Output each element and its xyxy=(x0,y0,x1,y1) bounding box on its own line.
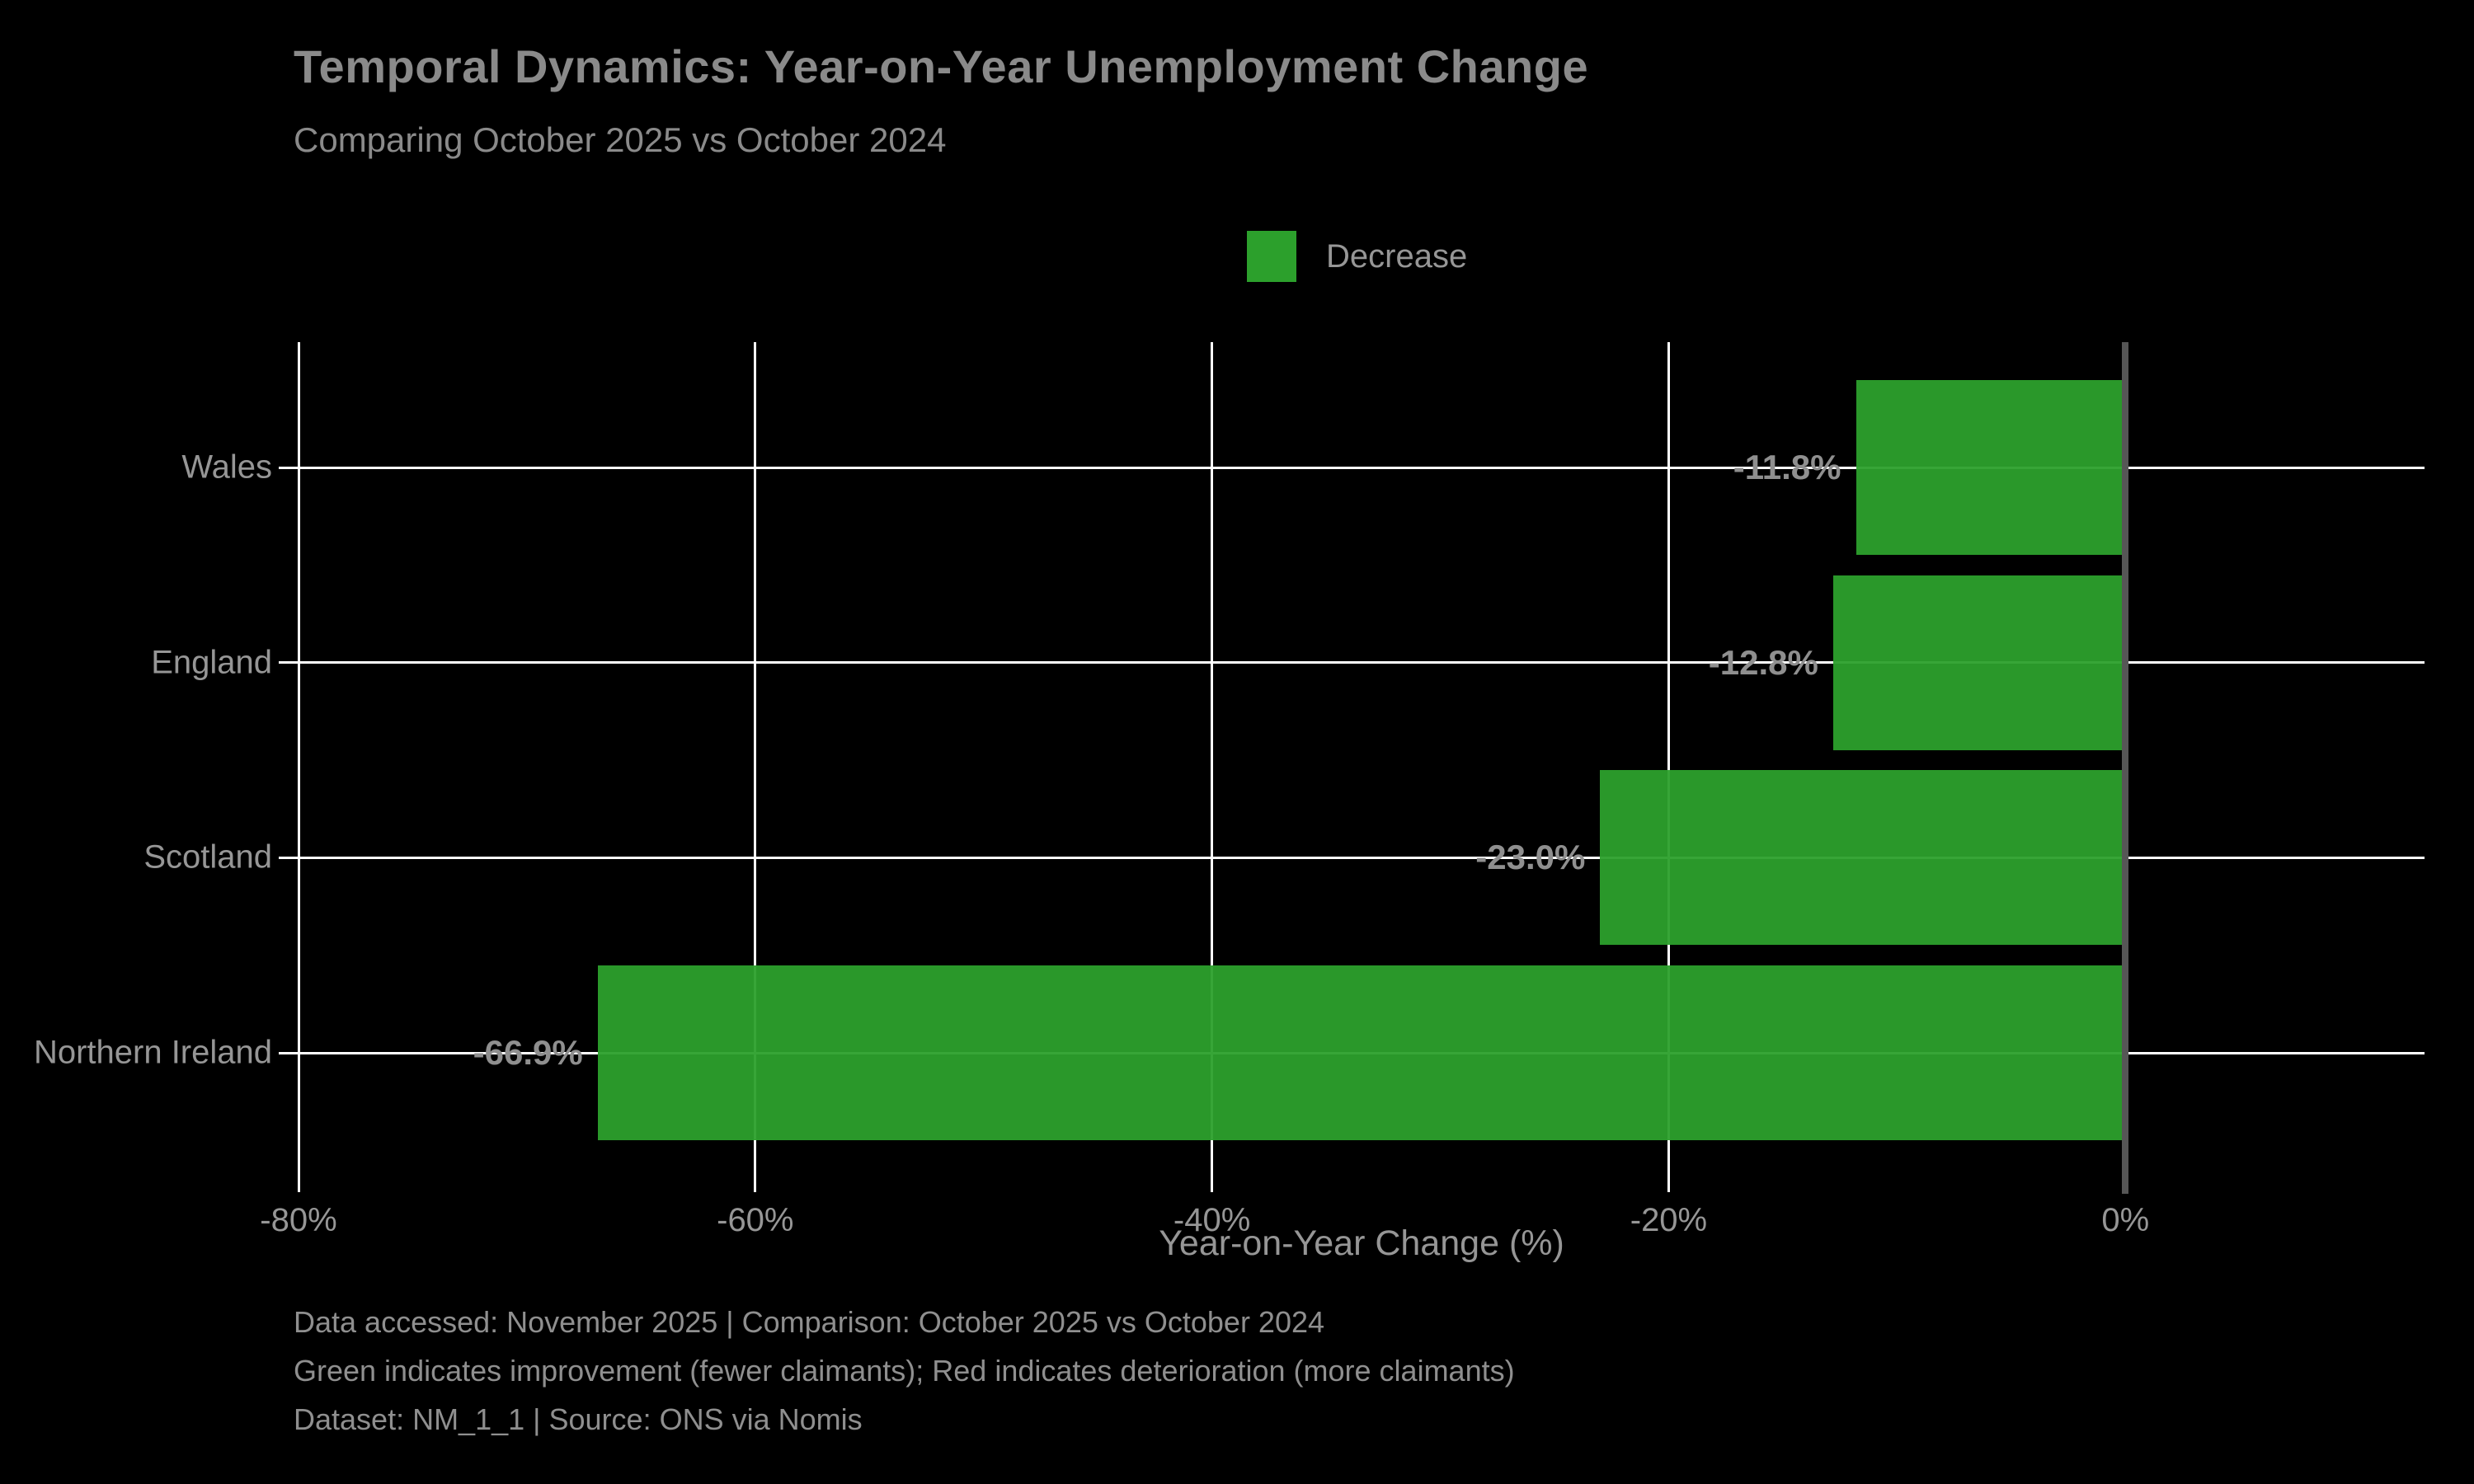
gridline-y-wales xyxy=(279,466,2425,469)
y-category-label: Scotland xyxy=(143,838,272,876)
x-tick-label: 0% xyxy=(2101,1202,2150,1238)
legend: Decrease xyxy=(1247,231,1467,282)
bar-northern-ireland xyxy=(597,965,2126,1141)
x-tick-label: -20% xyxy=(1630,1202,1708,1238)
x-tick-label: -60% xyxy=(717,1202,794,1238)
footer-note-color-key: Green indicates improvement (fewer claim… xyxy=(294,1354,1515,1388)
y-category-label: Wales xyxy=(181,448,272,486)
gridline-x--20% xyxy=(1667,342,1670,1192)
bar-value-label: -12.8% xyxy=(1708,642,1818,682)
gridline-x--60% xyxy=(754,342,757,1192)
x-tick-label: -80% xyxy=(260,1202,337,1238)
footer-note-accessed: Data accessed: November 2025 | Compariso… xyxy=(294,1305,1325,1339)
bar-scotland xyxy=(1600,770,2126,946)
x-axis-title: Year-on-Year Change (%) xyxy=(1159,1223,1564,1263)
gridline-x--80% xyxy=(297,342,300,1192)
gridline-y-scotland xyxy=(279,856,2425,859)
zero-axis-line xyxy=(2122,342,2129,1194)
gridline-y-england xyxy=(279,661,2425,665)
bar-value-label: -23.0% xyxy=(1475,838,1586,877)
bar-value-label: -66.9% xyxy=(473,1033,583,1073)
y-category-label: Northern Ireland xyxy=(33,1034,272,1071)
y-category-label: England xyxy=(151,644,272,681)
x-tick-label: -40% xyxy=(1173,1202,1251,1238)
gridline-x--40% xyxy=(1211,342,1214,1192)
legend-swatch-decrease xyxy=(1247,231,1296,282)
bar-england xyxy=(1832,575,2126,750)
legend-label: Decrease xyxy=(1326,237,1468,275)
chart-title: Temporal Dynamics: Year-on-Year Unemploy… xyxy=(294,40,1589,92)
bar-value-label: -11.8% xyxy=(1733,448,1841,486)
plot-area: -80% -60% -40% -20% 0% -11.8% -12.8% -23.0% -66.… xyxy=(260,342,2425,1238)
chart-subtitle: Comparing October 2025 vs October 2024 xyxy=(294,120,947,159)
bar-wales xyxy=(1856,380,2126,555)
footer-note-source: Dataset: NM_1_1 | Source: ONS via Nomis xyxy=(294,1402,863,1436)
